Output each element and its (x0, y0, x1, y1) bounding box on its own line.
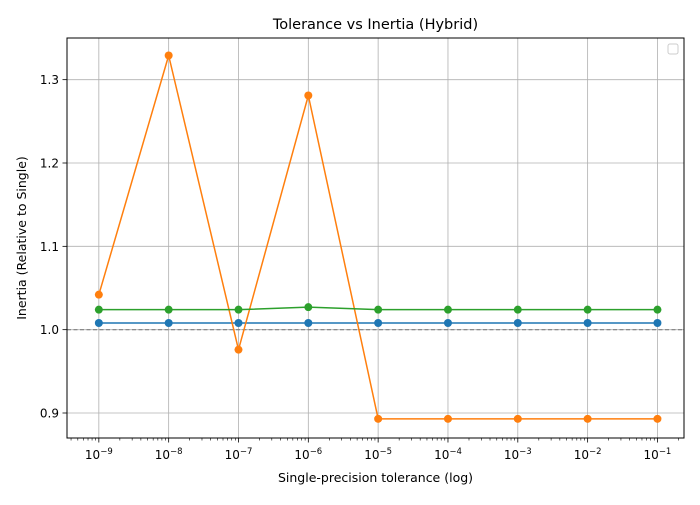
y-tick-label: 1.2 (40, 157, 59, 171)
y-tick-label: 0.9 (40, 407, 59, 421)
plot-area (67, 38, 684, 438)
data-point (513, 305, 522, 314)
data-point (94, 290, 103, 299)
data-point (443, 305, 452, 314)
x-tick-label: 10−5 (364, 447, 392, 462)
data-point (304, 319, 313, 327)
x-axis-ticks: 10−9 10−8 10−7 10−6 10−5 10−4 10−3 10−2 10−1 (70, 438, 679, 462)
data-point (583, 305, 592, 314)
data-point (653, 414, 662, 423)
data-point (374, 305, 383, 314)
data-point (443, 319, 452, 327)
x-tick-label: 10−3 (504, 447, 532, 462)
x-tick-label: 10−1 (644, 447, 672, 462)
data-point (164, 319, 173, 327)
data-point (164, 305, 173, 314)
data-point (653, 319, 662, 327)
y-axis-label: Inertia (Relative to Single) (14, 156, 29, 320)
x-tick-label: 10−9 (85, 447, 113, 462)
data-point (234, 319, 243, 327)
plot-frame (66, 37, 685, 439)
data-point (513, 414, 522, 423)
x-tick-label: 10−6 (294, 447, 322, 462)
data-point (583, 414, 592, 423)
empty-legend-box (667, 43, 679, 55)
data-point (583, 319, 592, 327)
data-point (374, 319, 383, 327)
data-point (304, 303, 313, 312)
series-group (94, 51, 662, 423)
chart-title: Tolerance vs Inertia (Hybrid) (272, 17, 478, 33)
x-tick-label: 10−2 (574, 447, 602, 462)
x-tick-label: 10−7 (225, 447, 253, 462)
data-point (94, 319, 103, 327)
x-tick-label: 10−4 (434, 447, 462, 462)
data-point (234, 345, 243, 354)
y-tick-label: 1.0 (40, 323, 59, 337)
x-tick-label: 10−8 (155, 447, 183, 462)
data-point (653, 305, 662, 314)
data-point (513, 319, 522, 327)
data-point (443, 414, 452, 423)
data-point (94, 305, 103, 314)
data-point (304, 91, 313, 100)
y-tick-label: 1.1 (40, 240, 59, 254)
y-tick-label: 1.3 (40, 73, 59, 87)
x-axis-label: Single-precision tolerance (log) (278, 470, 473, 485)
data-point (234, 305, 243, 314)
y-axis-ticks: 0.9 1.0 1.1 1.2 1.3 (40, 73, 67, 421)
data-point (164, 51, 173, 60)
data-point (374, 414, 383, 423)
